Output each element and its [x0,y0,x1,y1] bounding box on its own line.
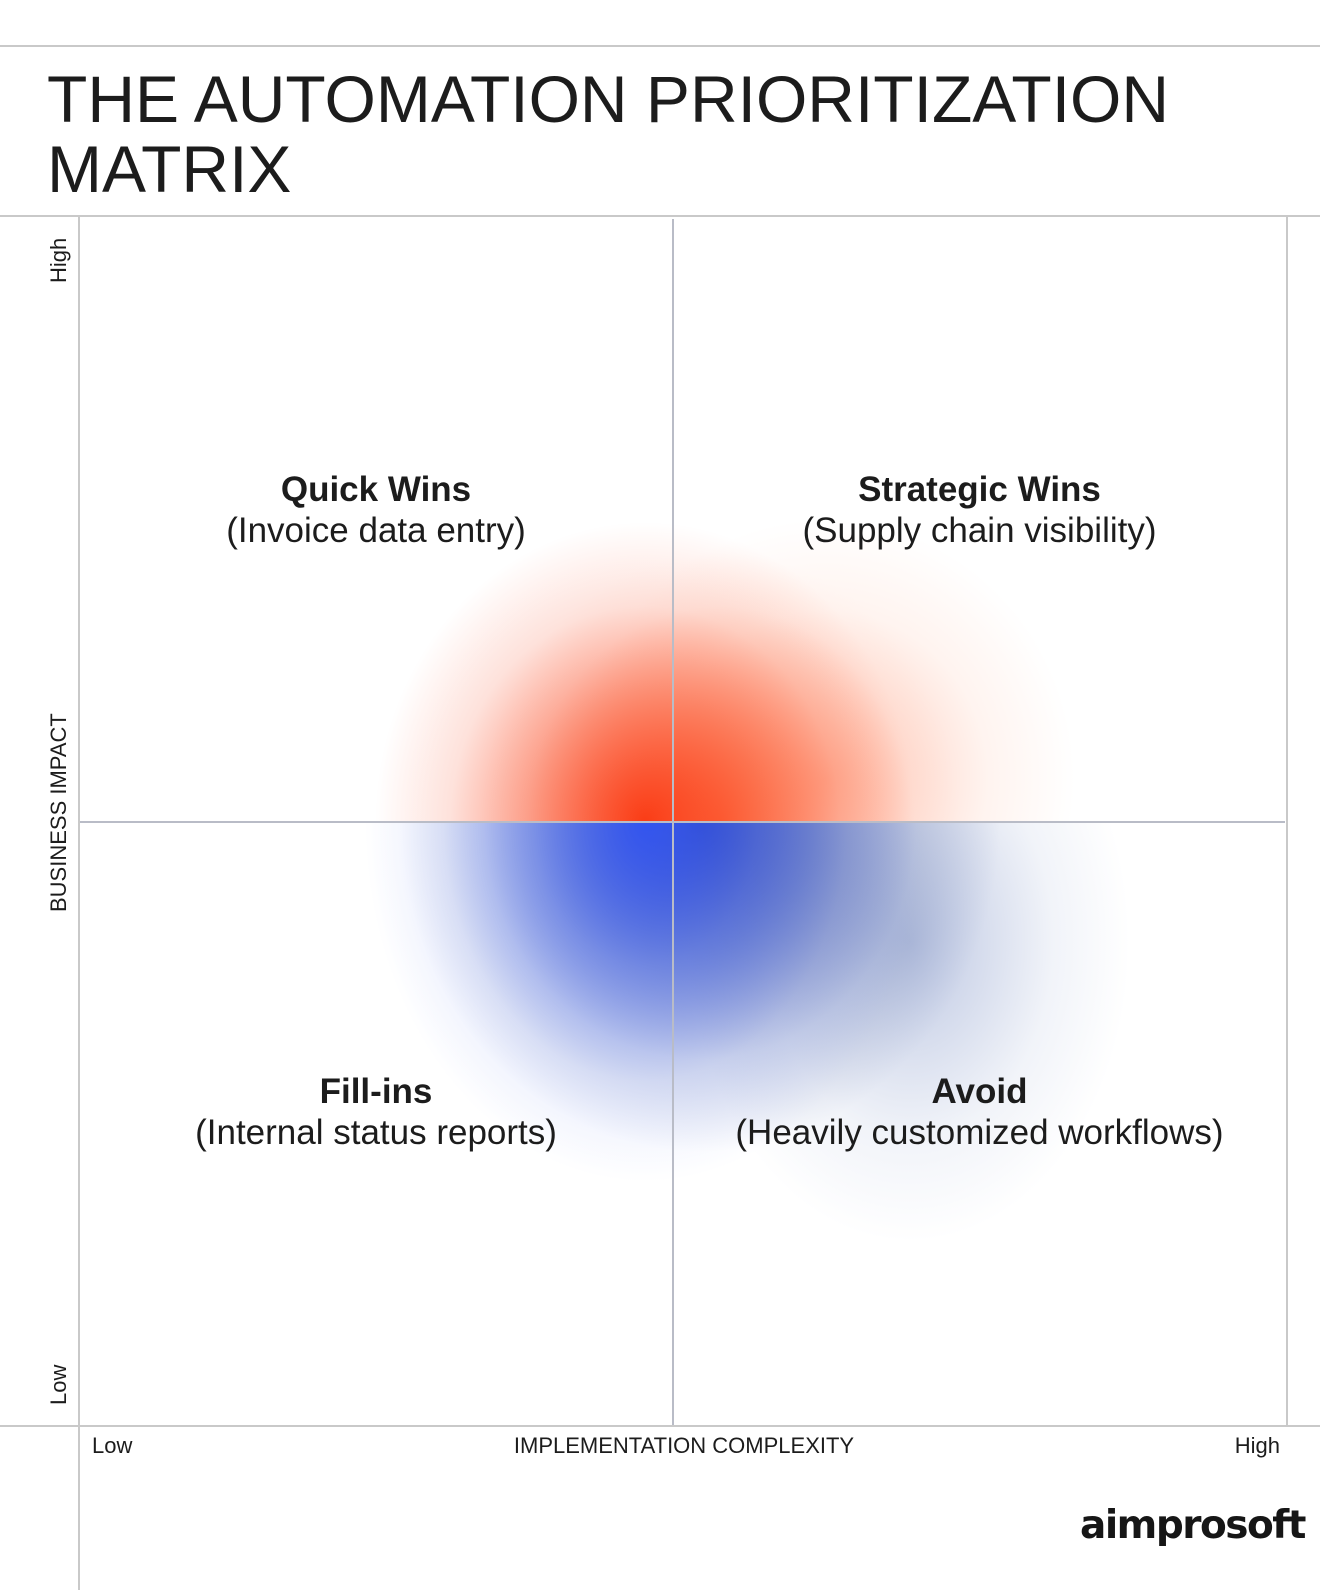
quadrant-fill-ins: Fill-ins (Internal status reports) [80,1071,672,1153]
x-axis-low-label: Low [92,1433,133,1458]
horizontal-divider [80,821,1285,823]
page-title: THE AUTOMATION PRIORITIZATION MATRIX [47,64,1297,204]
quadrant-name: Avoid [931,1072,1028,1111]
top-rule [0,45,1320,47]
quadrant-example: (Heavily customized workflows) [735,1113,1224,1152]
x-axis-high-label: High [1234,1433,1280,1458]
quadrant-strategic-wins: Strategic Wins (Supply chain visibility) [674,469,1285,551]
aimprosoft-logo: aimprosoft [1080,1503,1306,1548]
page-title-line-2: MATRIX [47,132,292,206]
y-axis-high-label: High [46,237,71,283]
quadrant-name: Fill-ins [319,1072,433,1111]
quadrant-example: (Invoice data entry) [226,511,526,550]
quadrant-name: Strategic Wins [858,470,1101,509]
quadrant-name: Quick Wins [280,470,472,509]
prioritization-matrix: Quick Wins (Invoice data entry) Strategi… [80,219,1285,1425]
title-bottom-rule [0,215,1320,217]
matrix-bottom-rule [0,1425,1320,1427]
page-title-line-1: THE AUTOMATION PRIORITIZATION [47,62,1170,136]
y-axis-rule [78,216,80,1590]
quadrant-example: (Supply chain visibility) [802,511,1157,550]
y-axis-title: BUSINESS IMPACT [46,713,71,912]
quadrant-quick-wins: Quick Wins (Invoice data entry) [80,469,672,551]
quadrant-avoid: Avoid (Heavily customized workflows) [674,1071,1285,1153]
quadrant-example: (Internal status reports) [195,1113,557,1152]
x-axis-title: IMPLEMENTATION COMPLEXITY [513,1433,855,1458]
y-axis-low-label: Low [46,1364,71,1405]
right-frame-rule [1286,216,1288,1426]
